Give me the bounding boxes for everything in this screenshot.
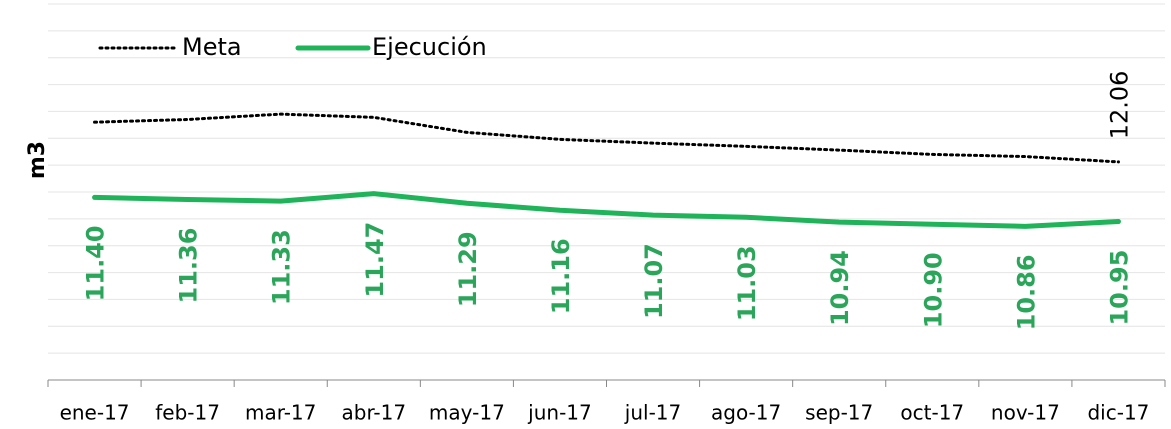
x-tick-label: sep-17 (805, 401, 873, 425)
x-tick-label: ene-17 (60, 401, 130, 425)
legend-label: Meta (182, 33, 242, 61)
x-tick-label: nov-17 (991, 401, 1060, 425)
data-label: 10.94 (826, 250, 854, 326)
line-series (92, 191, 1121, 229)
data-label: 11.36 (175, 228, 203, 304)
x-tick-label: abr-17 (342, 401, 407, 425)
x-tick-label: ago-17 (711, 401, 781, 425)
data-label: 10.95 (1105, 250, 1133, 326)
y-axis-label: m3 (25, 141, 50, 179)
x-tick-label: feb-17 (155, 401, 220, 425)
x-tick-label: jul-17 (624, 401, 681, 425)
data-label: 11.07 (640, 243, 668, 319)
legend-label: Ejecución (372, 33, 487, 61)
x-tick-label: jun-17 (527, 401, 592, 425)
line-series (93, 112, 1120, 164)
data-label: 12.06 (1105, 71, 1133, 140)
x-tick-label: mar-17 (245, 401, 316, 425)
x-tick-label: may-17 (429, 401, 505, 425)
data-label: 11.47 (361, 222, 389, 298)
x-tick-label: oct-17 (900, 401, 964, 425)
data-label: 10.86 (1012, 254, 1040, 330)
data-label: 10.90 (919, 252, 947, 328)
data-label: 11.16 (547, 238, 575, 314)
x-tick-label: dic-17 (1087, 401, 1149, 425)
data-label: 11.40 (82, 225, 110, 301)
data-label: 11.33 (268, 229, 296, 305)
data-label: 11.03 (733, 245, 761, 321)
data-label: 11.29 (454, 231, 482, 307)
